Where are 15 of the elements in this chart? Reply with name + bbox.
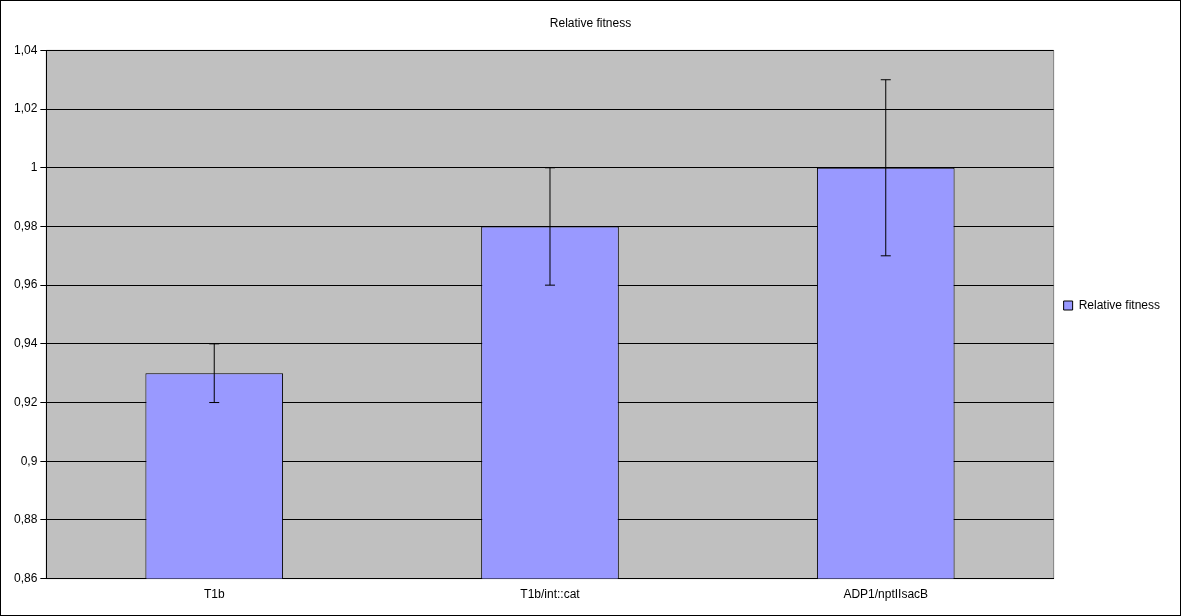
y-tick-label: 0,92 <box>14 394 38 409</box>
x-tick-label: ADP1/nptIIsacB <box>843 587 929 602</box>
y-tick-label: 0,96 <box>14 277 38 292</box>
chart-title: Relative fitness <box>549 15 632 30</box>
y-tick-label: 1,04 <box>14 42 38 57</box>
y-tick-label: 0,94 <box>14 336 38 351</box>
y-tick-label: 0,9 <box>20 453 38 468</box>
y-tick-label: 1 <box>30 160 38 175</box>
y-tick-label: 0,86 <box>14 570 38 585</box>
y-tick-label: 1,02 <box>14 101 38 116</box>
x-tick-label: T1b/int::cat <box>520 587 581 602</box>
x-tick-label: T1b <box>203 587 225 602</box>
y-tick-label: 0,88 <box>14 512 38 527</box>
y-tick-label: 0,98 <box>14 218 38 233</box>
legend-label: Relative fitness <box>1078 297 1161 312</box>
